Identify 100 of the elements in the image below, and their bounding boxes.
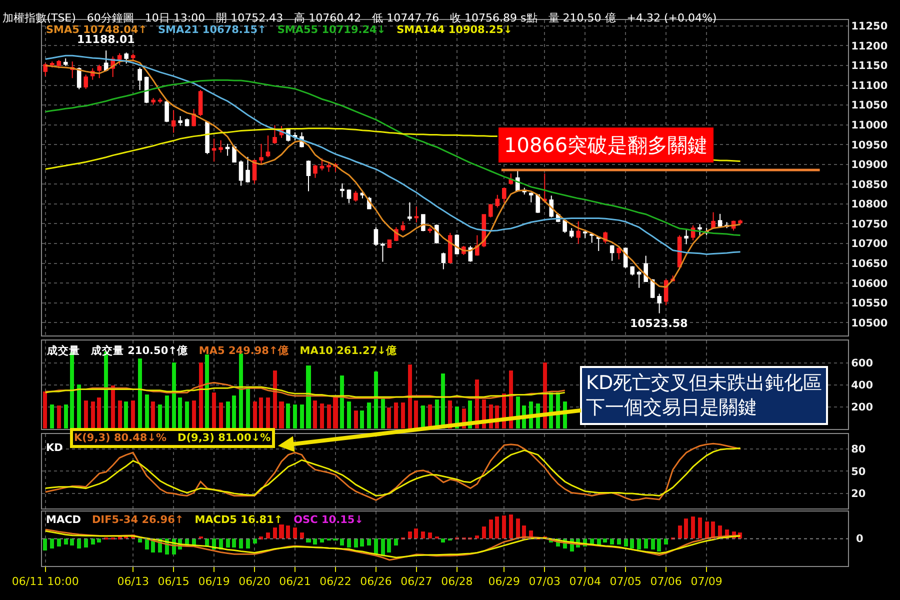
- candlestick: [596, 236, 601, 252]
- candlestick: [43, 62, 48, 77]
- bar: [340, 376, 344, 429]
- candlestick: [164, 100, 169, 123]
- bar: [367, 402, 371, 429]
- bar: [138, 358, 142, 429]
- candlestick: [698, 224, 702, 236]
- bar: [313, 538, 317, 544]
- bar: [698, 517, 702, 538]
- bar: [624, 538, 628, 546]
- bar: [347, 538, 351, 548]
- candlestick: [644, 255, 648, 282]
- bar: [226, 402, 230, 429]
- candlestick: [198, 90, 203, 117]
- y-tick-label: 10700: [851, 238, 888, 250]
- candlestick: [138, 66, 142, 91]
- bar: [212, 392, 216, 429]
- bar: [408, 531, 412, 538]
- bar: [644, 538, 648, 548]
- series-label: DIF5-34 26.96↑: [92, 514, 184, 526]
- bar: [70, 538, 74, 546]
- text: SMA21 10678.15↑: [158, 24, 266, 36]
- bar: [684, 518, 688, 538]
- bar: [489, 519, 493, 538]
- y-tick-label: 600: [851, 357, 874, 370]
- x-tick-label: 06/11 10:00: [12, 575, 79, 588]
- bar: [64, 538, 68, 544]
- y-tick-label: 10950: [851, 139, 888, 152]
- bar: [279, 524, 284, 538]
- bar: [509, 514, 513, 538]
- x-tick-label: 06/15: [158, 575, 190, 588]
- bar: [199, 362, 203, 429]
- bar: [43, 538, 47, 550]
- bar: [111, 386, 115, 429]
- annotation: 11188.01: [77, 33, 135, 46]
- legend-label: D(9,3) 81.00↓%: [178, 432, 272, 444]
- candlestick: [272, 124, 277, 144]
- x-tick-label: 06/22: [320, 575, 352, 588]
- candlestick: [582, 229, 588, 238]
- bar: [691, 516, 695, 538]
- bar: [178, 398, 182, 429]
- candlestick: [313, 164, 318, 178]
- bar: [219, 402, 223, 429]
- y-tick-label: 11050: [851, 100, 888, 112]
- bar: [327, 404, 331, 429]
- bar: [293, 404, 297, 429]
- line-series: [44, 54, 742, 255]
- candlestick: [562, 218, 568, 234]
- candlestick: [184, 118, 190, 127]
- candlestick: [387, 239, 392, 248]
- bar: [64, 404, 68, 429]
- text: KD: [46, 442, 64, 454]
- bar: [482, 526, 486, 538]
- candlestick: [56, 59, 62, 69]
- bar: [333, 398, 338, 429]
- y-tick-label: 10650: [851, 258, 888, 270]
- candlestick: [428, 226, 432, 234]
- y-tick-label: 10800: [851, 198, 888, 211]
- annotation: KD死亡交叉但未跌出鈍化區下一個交易日是關鍵: [586, 372, 822, 419]
- bar: [286, 404, 290, 429]
- bar: [421, 406, 425, 429]
- candlestick: [97, 64, 102, 79]
- bar: [77, 384, 81, 429]
- candlestick: [259, 143, 264, 164]
- candlestick: [218, 140, 223, 154]
- candlestick: [266, 135, 270, 158]
- bar: [273, 370, 277, 429]
- chart-title: MACD: [46, 514, 82, 526]
- text: SMA144 10908.25↓: [396, 24, 512, 36]
- bar: [273, 527, 277, 538]
- candlestick: [124, 52, 128, 64]
- bar: [651, 538, 655, 550]
- bar: [57, 406, 61, 429]
- bar: [145, 394, 149, 429]
- bar: [239, 538, 243, 548]
- candlestick: [630, 266, 634, 276]
- bar: [205, 354, 209, 429]
- bar: [381, 538, 385, 556]
- bar: [239, 354, 243, 429]
- text: SMA5 10748.04↑: [46, 24, 148, 36]
- bar: [286, 525, 290, 538]
- candlestick: [306, 160, 311, 192]
- candlestick: [408, 202, 412, 222]
- candlestick: [711, 212, 716, 229]
- series-label: MACD5 16.81↑: [194, 514, 283, 526]
- candlestick: [380, 242, 385, 262]
- y-tick-label: 200: [851, 402, 874, 414]
- text: MA5 249.98↑億: [198, 344, 290, 357]
- candlestick: [130, 53, 136, 62]
- bar: [475, 535, 479, 538]
- bar: [124, 402, 128, 429]
- candlestick: [636, 270, 642, 288]
- bar: [414, 400, 418, 429]
- bar: [50, 404, 54, 429]
- text: MA10 261.27↓億: [300, 344, 398, 357]
- bar: [354, 410, 358, 429]
- bar: [320, 404, 324, 429]
- y-tick-label: 10550: [851, 298, 888, 310]
- candlestick: [192, 108, 196, 127]
- bar: [414, 528, 418, 538]
